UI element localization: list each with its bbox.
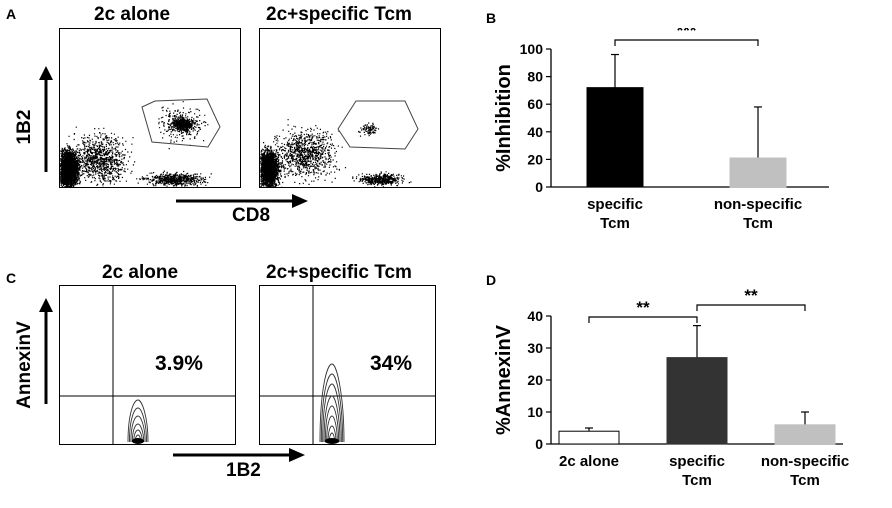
gate-polygon <box>337 100 419 150</box>
y-tick-label: 0 <box>535 179 543 195</box>
category-label: Tcm <box>682 472 712 489</box>
bar-chart-annexinv: %AnnexinV 0 10 20 30 40 2c alone specific Tcm non… <box>493 286 849 489</box>
category-label: 2c alone <box>559 453 619 470</box>
plot-a2-title: 2c+specific Tcm <box>266 4 412 25</box>
percent-c2: 34% <box>370 352 413 375</box>
y-axis-arrow-a <box>39 66 53 172</box>
bar-chart-inhibition: %Inhibition 0 20 40 60 80 100 specific Tcm non-sp… <box>493 28 829 232</box>
x-axis-arrow-a <box>176 194 308 208</box>
contour-line <box>127 399 149 443</box>
y-tick-label: 10 <box>527 404 543 420</box>
contour-plot-2c-specific-tcm <box>259 285 436 445</box>
y-tick-label: 0 <box>535 436 543 452</box>
y-tick-label: 40 <box>527 308 543 324</box>
y-tick-label: 20 <box>527 151 543 167</box>
category-label: non-specific <box>761 453 849 470</box>
dot-plot-2c-alone <box>59 28 241 188</box>
panel-letter-c: C <box>6 270 17 286</box>
dot-plot-2c-specific-tcm <box>259 28 441 188</box>
contour-line <box>323 395 341 443</box>
y-axis-label-a: 1B2 <box>14 109 35 145</box>
percent-c1: 3.9% <box>155 352 203 375</box>
x-axis-label-a: CD8 <box>232 205 271 226</box>
y-axis-title: %Inhibition <box>493 64 515 172</box>
contour-line <box>322 383 342 443</box>
contour-line <box>319 363 345 443</box>
bar <box>558 430 620 445</box>
contour-line <box>131 423 145 443</box>
bar <box>729 157 787 188</box>
contour-line <box>133 429 143 443</box>
gate-polygon <box>141 98 221 148</box>
y-tick-label: 80 <box>527 69 543 85</box>
significance-label: *** <box>677 28 697 40</box>
panel-letter-a: A <box>6 6 17 22</box>
contour-line <box>327 425 337 443</box>
contour-plot-2c-alone <box>59 285 236 445</box>
contour-line <box>128 407 148 443</box>
y-axis-label-c: AnnexinV <box>14 321 35 409</box>
panel-letter-d: D <box>486 272 497 288</box>
category-label: specific <box>587 196 643 213</box>
event-dots <box>60 101 212 187</box>
y-tick-label: 20 <box>527 372 543 388</box>
panel-letter-b: B <box>486 10 497 26</box>
category-label: non-specific <box>714 196 802 213</box>
y-tick-label: 30 <box>527 340 543 356</box>
y-tick-label: 60 <box>527 96 543 112</box>
contour-core <box>324 438 340 444</box>
category-label: Tcm <box>600 215 630 232</box>
plot-c1-title: 2c alone <box>102 262 179 283</box>
contour-core <box>132 438 144 444</box>
y-axis-arrow-c <box>39 298 53 404</box>
plot-c2-title: 2c+specific Tcm <box>266 262 412 283</box>
category-label: specific <box>669 453 725 470</box>
event-dots <box>260 119 412 187</box>
significance-bracket <box>696 304 806 311</box>
significance-label: ** <box>636 298 650 317</box>
contour-line <box>328 432 336 443</box>
contour-line <box>320 373 344 443</box>
contour-line <box>324 405 340 443</box>
y-tick-label: 100 <box>520 41 544 57</box>
y-axis-title: %AnnexinV <box>493 324 515 435</box>
x-axis-label-c: 1B2 <box>226 460 261 481</box>
contour-line <box>326 415 338 443</box>
significance-bracket <box>614 39 759 46</box>
bar <box>586 87 644 188</box>
significance-label: ** <box>744 286 758 305</box>
plot-a1-title: 2c alone <box>94 4 171 25</box>
contour-line <box>130 415 146 443</box>
y-tick-label: 40 <box>527 124 543 140</box>
bar <box>666 357 728 445</box>
category-label: Tcm <box>790 472 820 489</box>
x-axis-arrow-c <box>173 448 305 462</box>
category-label: Tcm <box>743 215 773 232</box>
significance-bracket <box>588 316 698 323</box>
bar <box>774 424 836 445</box>
